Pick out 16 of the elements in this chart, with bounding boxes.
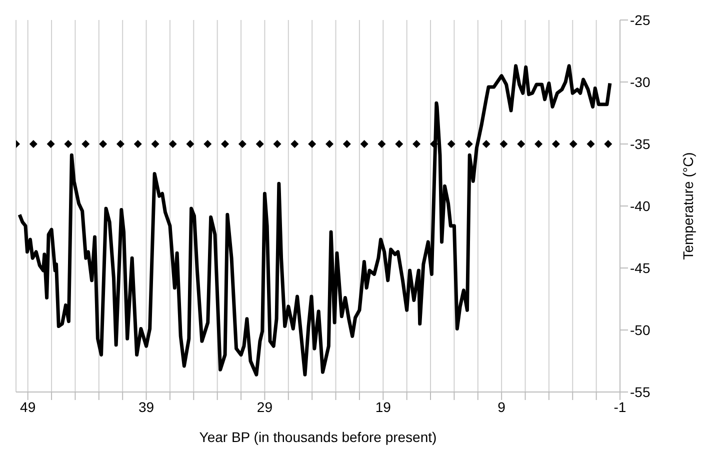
y-tick-label: -50 [630, 322, 650, 338]
y-tick-label: -30 [630, 74, 650, 90]
y-axis-title: Temperature (°C) [680, 152, 696, 260]
y-tick-label: -40 [630, 198, 650, 214]
y-tick-label: -55 [630, 384, 650, 400]
y-tick-label: -35 [630, 136, 650, 152]
y-tick-label: -45 [630, 260, 650, 276]
x-tick-label: 49 [20, 398, 36, 415]
x-tick-label: 39 [138, 398, 154, 415]
x-tick-label: 19 [375, 398, 392, 415]
y-tick-label: -25 [630, 12, 650, 28]
x-tick-label: 29 [256, 398, 273, 415]
line-series [18, 64, 612, 376]
x-tick-label: 9 [498, 398, 506, 415]
x-axis-title: Year BP (in thousands before present) [199, 429, 437, 445]
x-tick-label: -1 [614, 398, 626, 415]
